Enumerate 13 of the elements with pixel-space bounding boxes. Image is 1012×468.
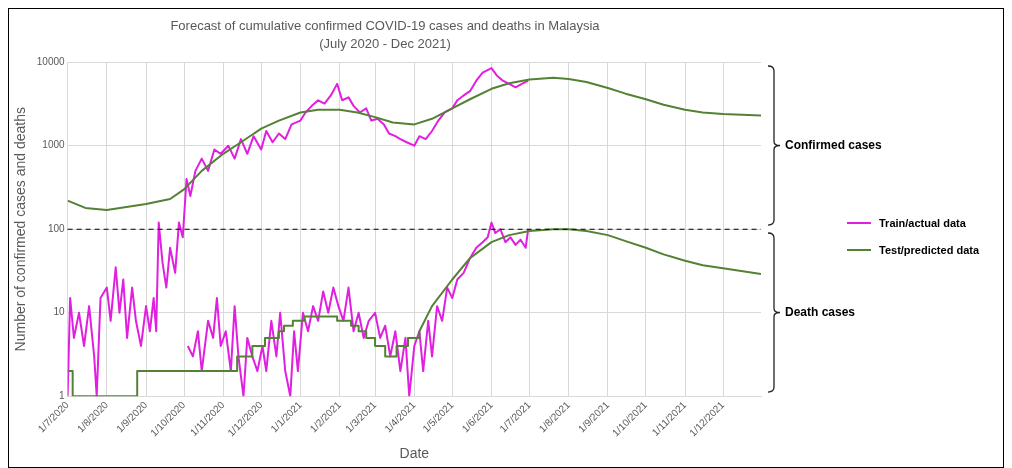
y-tick-label: 100 — [47, 222, 66, 234]
text: Death cases — [785, 304, 856, 319]
y-tick-label: 1 — [59, 390, 66, 402]
legend-label: Train/actual data — [879, 216, 966, 229]
y-tick-label: 10000 — [36, 55, 66, 67]
x-axis-title: Date — [399, 445, 430, 462]
y-axis-title: Number of confirmed cases and deaths — [12, 107, 29, 352]
legend-label: Test/predicted data — [879, 243, 980, 256]
y-tick-label: 10 — [53, 306, 66, 318]
chart-subtitle: (July 2020 - Dec 2021) — [319, 35, 451, 51]
chart-title: Forecast of cumulative confirmed COVID-19 cases and deaths in Malaysia — [170, 18, 601, 34]
text: Confirmed cases — [785, 137, 882, 152]
y-tick-label: 1000 — [42, 139, 66, 151]
